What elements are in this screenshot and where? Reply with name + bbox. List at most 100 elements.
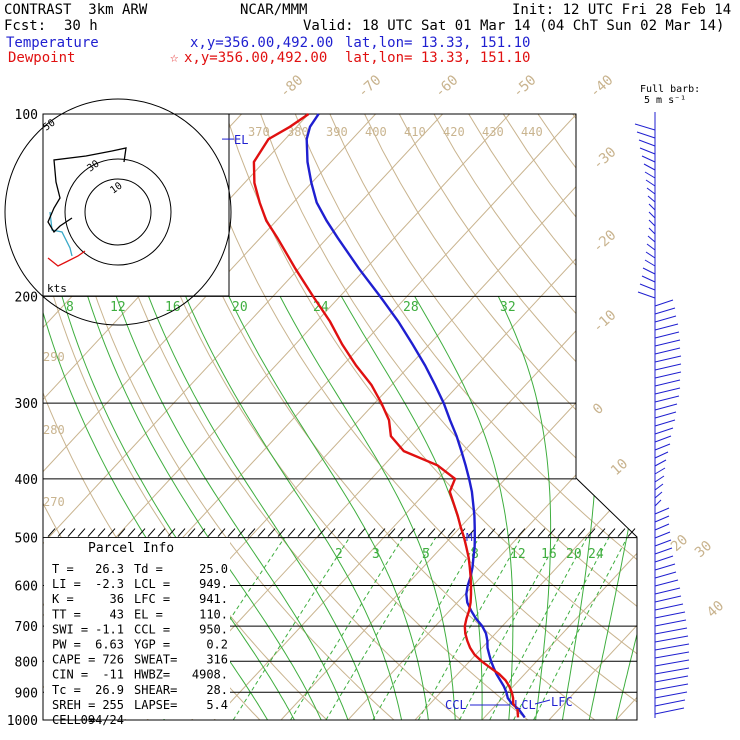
wind-barb [646, 243, 656, 251]
wind-barb [654, 371, 682, 379]
parcel-value: 4908. [192, 668, 228, 682]
temperature-profile [305, 113, 526, 719]
mixing-ratio-line [417, 537, 522, 720]
hatch-mark [507, 528, 516, 537]
wind-barb [643, 163, 656, 171]
wind-barb [654, 379, 681, 387]
wind-barb [654, 467, 666, 475]
isotherm-line [683, 114, 740, 720]
star-icon: ☆ [170, 50, 179, 66]
wind-barb [654, 323, 679, 331]
hatch-mark [167, 528, 176, 537]
parcel-key: LI = [52, 577, 81, 591]
parcel-value: 941. [199, 592, 228, 606]
theta-e-label: 12 [110, 300, 126, 315]
wind-barb [654, 355, 682, 363]
wind-barb [654, 555, 674, 563]
theta-e-label: 32 [500, 300, 516, 315]
hodograph-ring [84, 178, 152, 246]
hatch-mark [247, 528, 256, 537]
wind-barb [654, 635, 689, 643]
hatch-mark [397, 528, 406, 537]
hodo-trace-low [47, 250, 86, 267]
parcel-key: CELL = [52, 713, 95, 727]
parcel-value: 949. [199, 577, 228, 591]
theta-label: 440 [521, 125, 543, 139]
hatch-mark [317, 528, 326, 537]
theta-label: 280 [43, 423, 65, 437]
wind-barb [637, 291, 656, 299]
parcel-value: 6.63 [95, 638, 124, 652]
wind-barb [642, 267, 656, 275]
isotherm-label: 30 [692, 538, 715, 561]
mixing-ratio-label: 16 [541, 547, 557, 562]
hatch-mark [407, 528, 416, 537]
hatch-mark [617, 528, 626, 537]
dry-adiabat [433, 114, 637, 720]
moist-adiabat [615, 296, 637, 720]
wind-barb [654, 339, 681, 347]
wind-barb [654, 523, 670, 531]
isotherm-line [213, 114, 637, 720]
dry-adiabat [121, 114, 529, 720]
dry-adiabat [364, 114, 637, 720]
wind-barb [639, 147, 656, 155]
wind-barbs [634, 112, 690, 718]
parcel-value: 43 [110, 607, 124, 621]
lfc-label: LFC [551, 695, 573, 709]
wind-barb [654, 331, 680, 339]
parcel-value: 110. [199, 607, 228, 621]
mixing-ratio-line [489, 537, 588, 720]
dry-adiabat [225, 114, 637, 720]
hatch-mark [47, 528, 56, 537]
wind-barb [645, 251, 656, 259]
wind-barb [647, 195, 656, 203]
dewpoint-profile [252, 113, 520, 718]
parcel-key: K = [52, 592, 74, 606]
hatch-mark [497, 528, 506, 537]
wind-barb [654, 435, 672, 443]
hatch-mark [57, 528, 66, 537]
isotherm-label: 20 [668, 532, 691, 555]
wind-barb [654, 531, 671, 539]
hatch-mark [577, 528, 586, 537]
hatch-mark [117, 528, 126, 537]
wind-barb [634, 123, 656, 131]
parcel-value: 5.4 [206, 698, 228, 712]
hatch-mark [197, 528, 206, 537]
parcel-key: LAPSE= [134, 698, 177, 712]
parcel-value: 26.3 [95, 562, 124, 576]
wind-barb [654, 347, 681, 355]
temperature-legend: Temperature [6, 35, 99, 51]
dewpoint-legend: Dewpoint [8, 50, 76, 66]
wind-barb [654, 515, 670, 523]
mixing-ratio-label: 24 [588, 547, 604, 562]
parcel-key: SHEAR= [134, 683, 177, 697]
theta-e-label: 16 [165, 300, 181, 315]
hatch-mark [387, 528, 396, 537]
dry-adiabat [468, 114, 637, 720]
wind-barb [636, 131, 656, 139]
wind-barb [645, 179, 656, 187]
dry-adiabat [537, 114, 637, 720]
hatch-mark [427, 528, 436, 537]
isotherm-label: -80 [277, 72, 307, 101]
isotherm-label: -40 [587, 72, 617, 101]
pressure-label: 200 [15, 290, 38, 305]
hatch-mark [447, 528, 456, 537]
wind-barb [654, 699, 686, 707]
wind-barb [654, 691, 688, 699]
mixing-ratio-line [533, 537, 628, 720]
hatch-mark [607, 528, 616, 537]
temperature-latlon: lat,lon= 13.33, 151.10 [345, 35, 531, 51]
dry-adiabat [260, 114, 637, 720]
pressure-label: 600 [15, 580, 38, 595]
hodograph-units: kts [47, 282, 67, 295]
wind-barb [654, 683, 689, 691]
wind-barb [654, 395, 680, 403]
dry-adiabat [572, 114, 637, 720]
wind-barb [648, 227, 656, 235]
isotherm-label: 0 [590, 400, 607, 418]
parcel-info-panel: Parcel Info T = 26.3 Td = 25.0 LI = -2.3 LCL = 9… [44, 538, 230, 727]
